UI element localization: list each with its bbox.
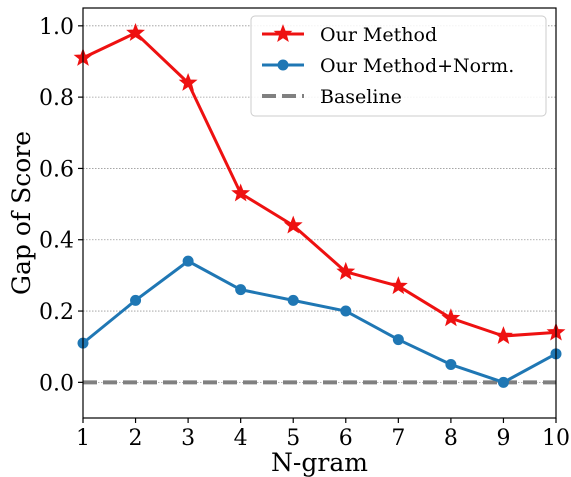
legend-label: Our Method <box>320 24 437 46</box>
y-tick-label: 0.6 <box>39 157 74 182</box>
x-tick-label: 8 <box>444 426 458 451</box>
x-tick-label: 7 <box>391 426 405 451</box>
x-tick-label: 1 <box>76 426 90 451</box>
data-point <box>126 23 145 41</box>
y-tick-label: 0.8 <box>39 86 74 111</box>
data-point <box>178 72 198 91</box>
y-tick-label: 0.4 <box>39 229 74 254</box>
data-point <box>441 308 461 327</box>
data-point <box>445 359 457 371</box>
x-tick-label: 6 <box>339 426 353 451</box>
y-tick-label: 0.2 <box>39 300 74 325</box>
x-tick-label: 10 <box>542 426 570 451</box>
data-point <box>497 376 509 388</box>
legend-label: Baseline <box>320 86 402 108</box>
data-point <box>235 284 247 296</box>
legend-label: Our Method+Norm. <box>320 55 514 77</box>
y-tick-label: 0.0 <box>39 371 74 396</box>
y-axis-label: Gap of Score <box>7 131 36 295</box>
data-point <box>340 305 352 317</box>
x-axis-ticks: 1 2 3 4 5 6 7 8 9 10 <box>76 418 570 451</box>
x-tick-label: 3 <box>181 426 195 451</box>
data-point <box>392 334 404 346</box>
data-point <box>130 294 142 306</box>
legend-marker <box>277 59 289 71</box>
data-point <box>182 255 194 267</box>
y-axis-ticks: 0.0 0.2 0.4 0.6 0.8 1.0 <box>39 15 83 396</box>
x-tick-label: 5 <box>286 426 300 451</box>
data-point <box>388 276 408 295</box>
legend-item-our-method-norm: Our Method+Norm. <box>262 55 514 77</box>
data-point <box>287 294 299 306</box>
data-point <box>336 261 356 280</box>
x-tick-label: 2 <box>129 426 143 451</box>
legend: Our Method Our Method+Norm. Baseline <box>250 15 547 117</box>
y-tick-label: 1.0 <box>39 15 74 40</box>
x-tick-label: 4 <box>234 426 248 451</box>
series-our-method-norm <box>77 255 562 388</box>
legend-box <box>250 15 547 117</box>
x-axis-label: N-gram <box>271 448 368 477</box>
data-point <box>494 326 513 345</box>
x-tick-label: 9 <box>496 426 510 451</box>
series-line <box>82 259 557 384</box>
plot-frame <box>82 7 557 419</box>
data-point <box>283 215 303 234</box>
legend-item-baseline: Baseline <box>262 86 402 108</box>
legend-item-our-method: Our Method <box>262 24 437 46</box>
series-line <box>82 31 557 338</box>
data-point <box>231 183 251 202</box>
legend-marker <box>273 24 293 43</box>
